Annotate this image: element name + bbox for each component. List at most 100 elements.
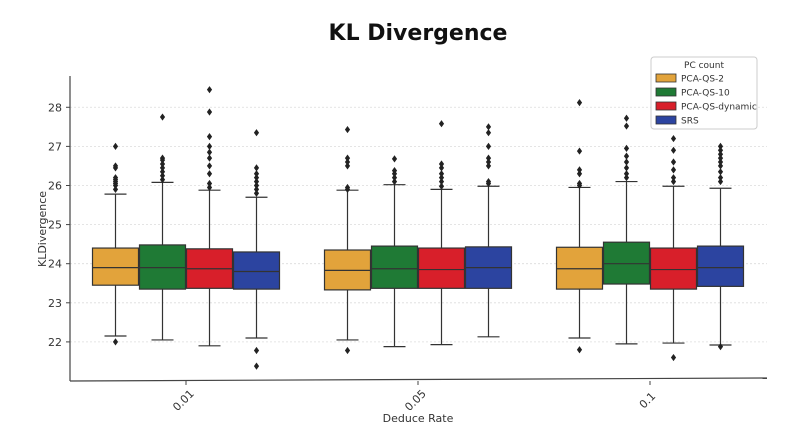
legend-item-srs: SRS: [655, 115, 699, 127]
outlier-point: [485, 129, 492, 137]
outlier-point: [159, 172, 166, 180]
legend-label: PCA-QS-dynamic: [681, 103, 757, 113]
outlier-point: [159, 160, 166, 168]
outlier-point: [344, 158, 351, 166]
outlier-point: [391, 155, 398, 163]
outlier-point: [670, 158, 677, 166]
outlier-point: [253, 170, 260, 178]
y-tick-label: 22: [48, 336, 62, 349]
outlier-point: [438, 164, 445, 172]
box-pca-qs-dynamic-0.01: [185, 86, 234, 347]
legend-swatch: [655, 115, 677, 125]
outlier-point: [623, 122, 630, 130]
outlier-point: [623, 174, 630, 182]
outlier-point: [485, 158, 492, 166]
outlier-point: [253, 174, 260, 182]
x-axis-label: Deduce Rate: [383, 412, 454, 425]
outlier-point: [253, 346, 260, 355]
legend-swatch: [655, 101, 677, 111]
legend-swatch: [655, 73, 677, 83]
box-iqr: [232, 251, 281, 290]
outlier-point: [623, 114, 630, 122]
outlier-point: [253, 181, 260, 190]
outlier-point: [391, 177, 398, 186]
y-tick-label: 25: [48, 219, 62, 232]
legend-item-pca-qs-10: PCA-QS-10: [655, 87, 730, 99]
outlier-point: [206, 170, 213, 178]
box-pca-qs-dynamic-0.05: [417, 120, 466, 346]
outlier-point: [670, 177, 677, 186]
outlier-point: [485, 177, 492, 186]
outlier-point: [391, 174, 398, 182]
outlier-point: [206, 86, 213, 94]
outlier-point: [206, 179, 213, 188]
x-axis-line: [69, 377, 768, 382]
outlier-point: [576, 170, 583, 178]
legend-label: SRS: [681, 117, 699, 127]
legend-item-pca-qs-dynamic: PCA-QS-dynamic: [655, 101, 757, 113]
chart-title: KL Divergence: [329, 21, 508, 46]
outlier-point: [344, 162, 351, 170]
outlier-point: [206, 154, 213, 162]
outlier-point: [717, 177, 724, 186]
outlier-point: [717, 142, 724, 150]
outlier-point: [112, 174, 119, 182]
outlier-point: [344, 154, 351, 162]
legend-title: PC count: [684, 61, 724, 71]
outlier-point: [438, 170, 445, 178]
legend-item-pca-qs-2: PCA-QS-2: [655, 73, 724, 85]
grid-lines: [70, 106, 767, 343]
outlier-point: [576, 179, 583, 188]
y-axis-label: KLDivergence: [36, 191, 49, 267]
box-srs-0.1: [696, 142, 745, 351]
y-tick-label: 28: [48, 101, 62, 114]
outlier-point: [253, 164, 260, 172]
outlier-point: [344, 125, 351, 134]
outlier-point: [159, 113, 166, 121]
outlier-point: [206, 133, 213, 141]
outlier-point: [253, 177, 260, 186]
outlier-point: [438, 160, 445, 168]
outlier-point: [485, 154, 492, 162]
outlier-point: [159, 168, 166, 176]
outlier-point: [159, 154, 166, 162]
outlier-point: [206, 108, 213, 116]
outlier-point: [485, 123, 492, 131]
outlier-point: [391, 167, 398, 175]
outlier-point: [112, 338, 119, 346]
outlier-point: [670, 353, 677, 362]
box-iqr: [649, 247, 698, 290]
outlier-point: [576, 147, 583, 155]
outlier-point: [717, 162, 724, 170]
legend: PC count PCA-QS-2 PCA-QS-10 PCA-QS-dynamic…: [650, 56, 758, 130]
outlier-point: [253, 129, 260, 137]
outlier-point: [485, 142, 492, 150]
legend-label: PCA-QS-2: [681, 75, 724, 85]
outlier-point: [717, 168, 724, 176]
outlier-point: [344, 346, 351, 355]
box-plots: [91, 86, 745, 370]
box-srs-0.01: [232, 129, 281, 370]
outlier-point: [344, 183, 351, 192]
box-iqr: [417, 247, 466, 289]
outlier-point: [717, 154, 724, 162]
outlier-point: [670, 134, 677, 143]
box-pca-qs-10-0.05: [370, 155, 419, 348]
y-tick-label: 27: [48, 140, 62, 153]
outlier-point: [670, 174, 677, 182]
outlier-point: [159, 176, 166, 184]
outlier-point: [206, 162, 213, 170]
outlier-point: [438, 177, 445, 186]
outlier-point: [623, 144, 630, 152]
outlier-point: [717, 150, 724, 158]
outlier-point: [717, 342, 724, 351]
outlier-point: [253, 189, 260, 197]
legend-swatch: [655, 87, 677, 97]
axes: [69, 76, 768, 382]
outlier-point: [717, 158, 724, 166]
y-ticks: 22 23 24 25 26 27 28: [48, 101, 70, 349]
outlier-point: [112, 142, 119, 150]
outlier-point: [206, 148, 213, 156]
box-srs-0.05: [464, 123, 513, 338]
